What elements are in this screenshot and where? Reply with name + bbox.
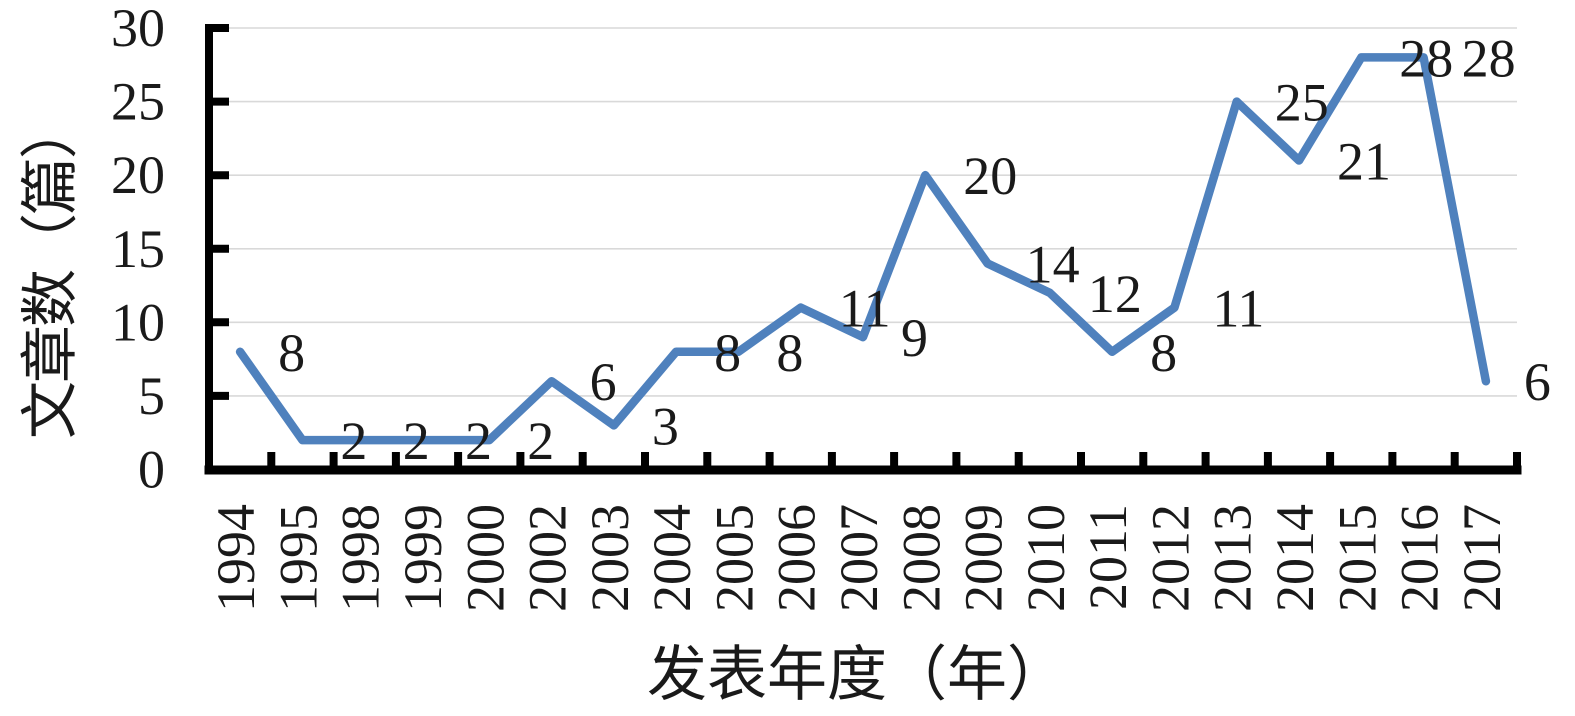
x-tick-label: 2009 bbox=[954, 504, 1014, 612]
x-tick-label: 2002 bbox=[518, 504, 578, 612]
y-tick-label: 20 bbox=[111, 145, 165, 205]
data-point-label: 8 bbox=[1150, 323, 1177, 383]
data-point-label: 8 bbox=[278, 323, 305, 383]
x-tick-label: 2005 bbox=[704, 504, 764, 612]
x-tick-label: 2007 bbox=[829, 504, 889, 612]
data-point-label: 8 bbox=[714, 323, 741, 383]
x-tick-label: 2004 bbox=[642, 504, 702, 612]
x-axis-title: 发表年度（年） bbox=[647, 642, 1067, 708]
data-point-label: 9 bbox=[901, 308, 928, 368]
y-tick-label: 30 bbox=[111, 0, 165, 58]
data-point-label: 28 bbox=[1399, 28, 1453, 88]
data-point-label: 21 bbox=[1337, 132, 1391, 192]
data-point-label: 2 bbox=[527, 411, 554, 471]
y-axis-title: 文章数（篇） bbox=[18, 102, 83, 440]
y-tick-label: 0 bbox=[138, 440, 165, 500]
x-tick-label: 2014 bbox=[1265, 504, 1325, 612]
x-tick-label: 2010 bbox=[1016, 504, 1076, 612]
x-tick-label: 2006 bbox=[767, 504, 827, 612]
data-point-label: 25 bbox=[1275, 73, 1329, 133]
x-tick-label: 1995 bbox=[268, 504, 328, 612]
data-point-label: 11 bbox=[1212, 279, 1264, 339]
data-point-label: 2 bbox=[340, 411, 367, 471]
data-point-label: 14 bbox=[1026, 235, 1080, 295]
x-tick-label: 2013 bbox=[1203, 504, 1263, 612]
x-tick-label: 1999 bbox=[393, 504, 453, 612]
y-tick-label: 15 bbox=[111, 219, 165, 279]
x-tick-label: 2012 bbox=[1140, 504, 1200, 612]
x-tick-label: 2017 bbox=[1452, 504, 1512, 612]
x-tick-label: 1998 bbox=[331, 504, 391, 612]
x-tick-label: 2003 bbox=[580, 504, 640, 612]
data-point-label: 6 bbox=[1524, 352, 1551, 412]
x-tick-label: 2008 bbox=[891, 504, 951, 612]
data-point-label: 8 bbox=[776, 323, 803, 383]
y-tick-label: 25 bbox=[111, 72, 165, 132]
x-tick-label: 1994 bbox=[206, 504, 266, 612]
series-line bbox=[235, 53, 1491, 445]
x-tick-label: 2000 bbox=[455, 504, 515, 612]
data-point-label: 28 bbox=[1462, 28, 1516, 88]
data-point-label: 12 bbox=[1088, 264, 1142, 324]
data-point-label: 11 bbox=[839, 279, 891, 339]
y-tick-label: 10 bbox=[111, 292, 165, 352]
y-tick-label: 5 bbox=[138, 366, 165, 426]
data-point-label: 2 bbox=[465, 411, 492, 471]
data-point-label: 3 bbox=[652, 396, 679, 456]
x-tick-label: 2015 bbox=[1327, 504, 1387, 612]
data-point-label: 2 bbox=[403, 411, 430, 471]
x-tick-label: 2016 bbox=[1390, 504, 1450, 612]
x-tick-label: 2011 bbox=[1078, 504, 1138, 610]
data-point-label: 6 bbox=[590, 352, 617, 412]
data-point-label: 20 bbox=[963, 146, 1017, 206]
